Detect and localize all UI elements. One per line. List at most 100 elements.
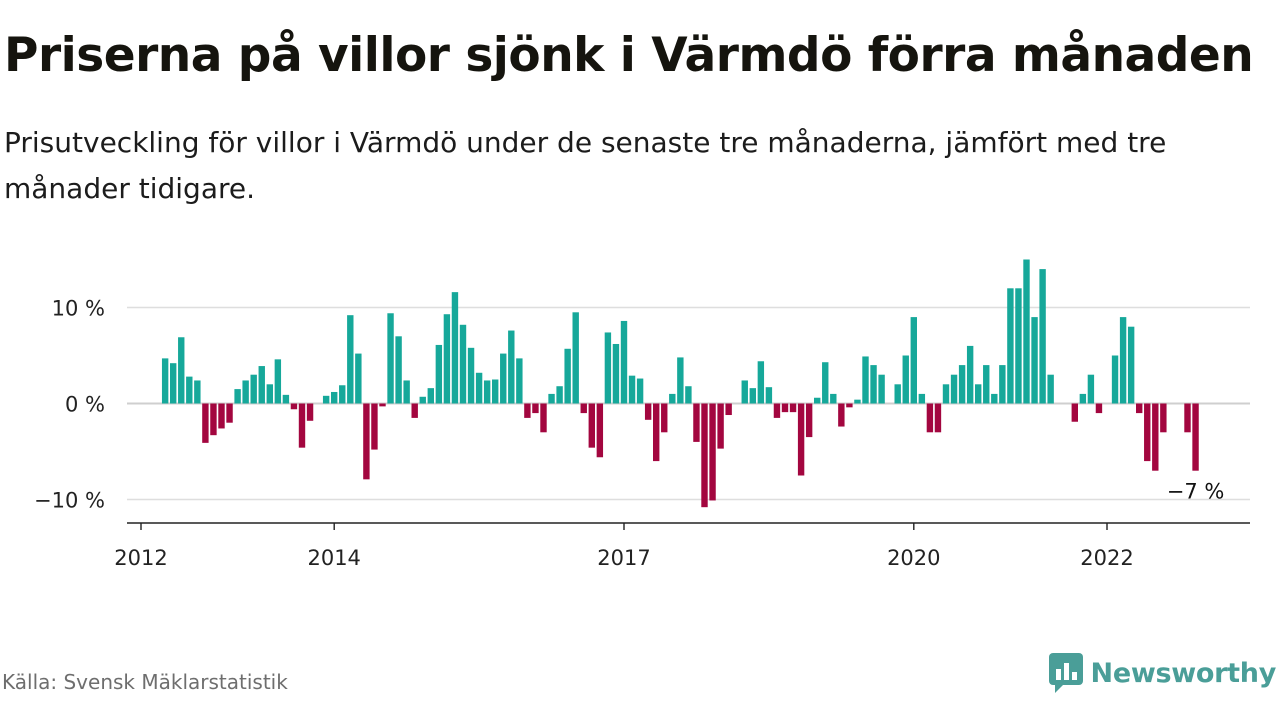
chart-subtitle: Prisutveckling för villor i Värmdö under… bbox=[4, 126, 1167, 205]
bar bbox=[1184, 403, 1191, 433]
bar bbox=[822, 362, 829, 404]
bar bbox=[701, 403, 708, 508]
bar bbox=[306, 403, 314, 421]
bar bbox=[564, 348, 571, 404]
bar bbox=[781, 403, 789, 413]
bar bbox=[451, 292, 459, 404]
axes bbox=[127, 522, 1250, 530]
bar bbox=[789, 403, 797, 413]
bar bbox=[1111, 355, 1119, 404]
bar bbox=[749, 388, 756, 404]
bar bbox=[379, 403, 386, 407]
bar bbox=[966, 345, 974, 404]
bar bbox=[926, 403, 934, 433]
bar bbox=[588, 403, 595, 448]
bar bbox=[371, 403, 378, 450]
bar bbox=[910, 317, 917, 404]
bar bbox=[395, 336, 402, 404]
bar bbox=[1047, 374, 1054, 404]
y-tick-label: 10 % bbox=[52, 297, 105, 321]
bar bbox=[1007, 288, 1014, 404]
bar bbox=[524, 403, 531, 418]
bar bbox=[757, 361, 765, 404]
bar bbox=[532, 403, 539, 414]
bar bbox=[339, 385, 346, 404]
bar bbox=[1127, 326, 1135, 404]
x-tick-label: 2012 bbox=[114, 546, 167, 570]
bar bbox=[1144, 403, 1151, 462]
bar bbox=[331, 391, 338, 404]
x-tick-label: 2017 bbox=[597, 546, 650, 570]
bar bbox=[290, 403, 298, 410]
bar bbox=[604, 332, 612, 404]
bar bbox=[202, 403, 209, 443]
bar bbox=[1152, 403, 1159, 471]
bar bbox=[596, 403, 604, 458]
bar bbox=[427, 388, 434, 404]
bar bbox=[741, 380, 748, 404]
bar bbox=[435, 344, 443, 404]
bar bbox=[226, 403, 233, 423]
bar bbox=[709, 403, 716, 501]
bar bbox=[500, 353, 507, 404]
bar bbox=[363, 403, 370, 480]
bar bbox=[580, 403, 587, 414]
bar bbox=[620, 320, 628, 404]
bar bbox=[210, 403, 217, 436]
bar bbox=[443, 314, 451, 404]
bar bbox=[1039, 269, 1046, 404]
bar bbox=[669, 393, 676, 404]
x-tick-label: 2022 bbox=[1080, 546, 1133, 570]
newsworthy-logo[interactable]: Newsworthy bbox=[1048, 653, 1276, 693]
bar bbox=[693, 403, 700, 442]
bar bbox=[1071, 403, 1078, 422]
bar bbox=[1192, 403, 1199, 471]
bar bbox=[765, 387, 773, 404]
bar bbox=[492, 379, 499, 404]
bar bbox=[644, 403, 652, 420]
chart-title: Priserna på villor sjönk i Värmdö förra … bbox=[4, 28, 1254, 83]
bar bbox=[717, 403, 724, 449]
bar bbox=[628, 375, 636, 404]
bar bbox=[975, 384, 982, 404]
bar bbox=[1160, 403, 1167, 433]
bar bbox=[411, 403, 418, 418]
bar bbox=[805, 403, 813, 438]
bar bbox=[1031, 317, 1038, 404]
bar bbox=[242, 380, 249, 404]
bar bbox=[548, 393, 555, 404]
bar bbox=[419, 396, 426, 404]
y-tick-label: −10 % bbox=[34, 489, 105, 513]
bar bbox=[636, 378, 644, 404]
bar bbox=[830, 393, 837, 404]
bar bbox=[508, 330, 515, 404]
bar bbox=[950, 374, 958, 404]
y-tick-label: 0 % bbox=[65, 393, 105, 417]
bar bbox=[475, 372, 483, 404]
bar bbox=[838, 403, 845, 427]
newsworthy-logo-icon bbox=[1048, 653, 1083, 693]
bar bbox=[258, 366, 265, 404]
bar bbox=[983, 365, 990, 404]
bar bbox=[862, 356, 869, 404]
bar bbox=[870, 365, 877, 404]
x-tick-label: 2014 bbox=[307, 546, 360, 570]
bar bbox=[266, 384, 273, 404]
bar bbox=[991, 393, 998, 404]
bar bbox=[274, 359, 282, 404]
bar bbox=[170, 363, 177, 404]
x-tick-label: 2020 bbox=[887, 546, 940, 570]
bar bbox=[677, 357, 684, 404]
bar bbox=[540, 403, 547, 433]
bar bbox=[999, 365, 1006, 404]
bar bbox=[355, 353, 362, 404]
bar bbox=[958, 365, 966, 404]
bar bbox=[846, 403, 853, 408]
bar bbox=[1095, 403, 1103, 414]
bar bbox=[1087, 374, 1095, 404]
bar bbox=[322, 395, 330, 404]
bar bbox=[773, 403, 781, 418]
bar bbox=[178, 337, 185, 404]
bar bbox=[250, 374, 257, 404]
